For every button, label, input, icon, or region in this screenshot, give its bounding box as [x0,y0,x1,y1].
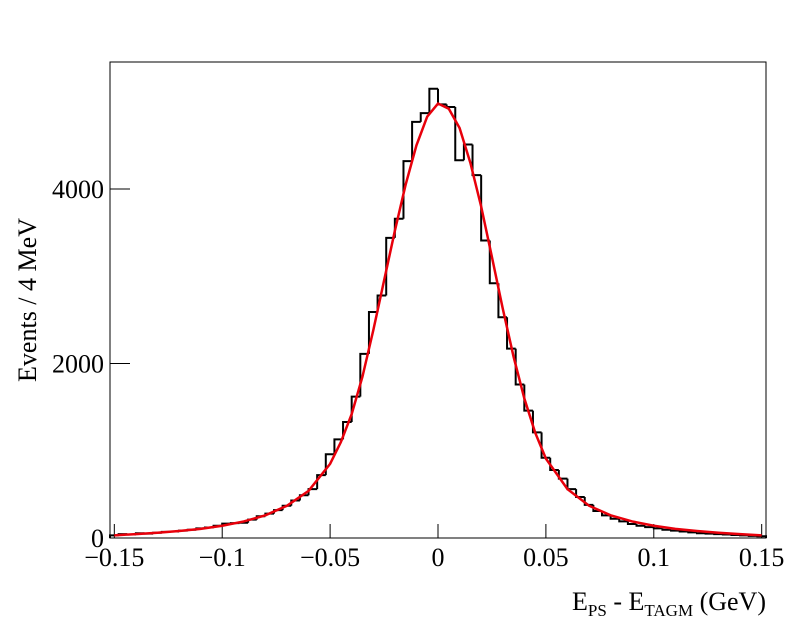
histogram-bin [695,532,706,535]
x-tick-label: 0 [432,543,445,572]
histogram-bin [402,160,413,219]
histogram-bin [626,521,637,526]
histogram-bin [298,494,309,501]
subscript: PS [588,601,607,620]
x-tick-label: 0.1 [638,543,671,572]
histogram-bin [618,518,628,523]
histogram-bin [437,88,447,106]
label-part: - E [607,587,645,616]
label-part: E [572,587,588,616]
histogram-bin [540,432,551,459]
histogram-bin [644,525,654,529]
y-tick-label: 4000 [52,175,104,204]
histogram-bin [367,311,378,354]
histogram-bin [428,87,438,114]
plot-frame [109,61,767,539]
histogram-bin [583,496,594,506]
histogram-bin [419,112,430,122]
label-part: (GeV) [693,587,766,616]
histogram-bin [661,528,672,531]
histogram-bin [670,529,680,532]
y-axis-label: Events / 4 MeV [13,218,42,382]
histogram-bin [333,438,344,455]
histogram-bin [549,457,559,471]
histogram-bin [454,107,464,162]
x-tick-label: 0.05 [523,543,569,572]
histogram-bin [531,410,542,434]
histogram-bin [316,474,326,490]
fit-curve [114,101,762,537]
histogram-bin [480,175,490,242]
histogram-bin [566,478,577,491]
histogram-bin [635,524,646,527]
x-tick-label: −0.1 [199,543,246,572]
x-tick-label: 0.15 [739,543,785,572]
histogram-bin [523,384,533,412]
histogram-bin [678,530,689,533]
y-tick-label: 2000 [52,350,104,379]
x-tick-label: −0.05 [300,543,360,572]
histogram-bin [687,531,697,534]
histogram-bin [652,527,663,530]
histogram-bin [445,104,456,109]
histogram-bin [471,144,482,177]
x-axis-label: EPS - ETAGM (GeV) [572,587,766,620]
y-tick-label: 0 [91,524,104,553]
subscript: TAGM [644,601,693,620]
histogram-bin [488,240,499,285]
x-tick-label: −0.15 [84,543,144,572]
histogram-bin [411,120,421,162]
